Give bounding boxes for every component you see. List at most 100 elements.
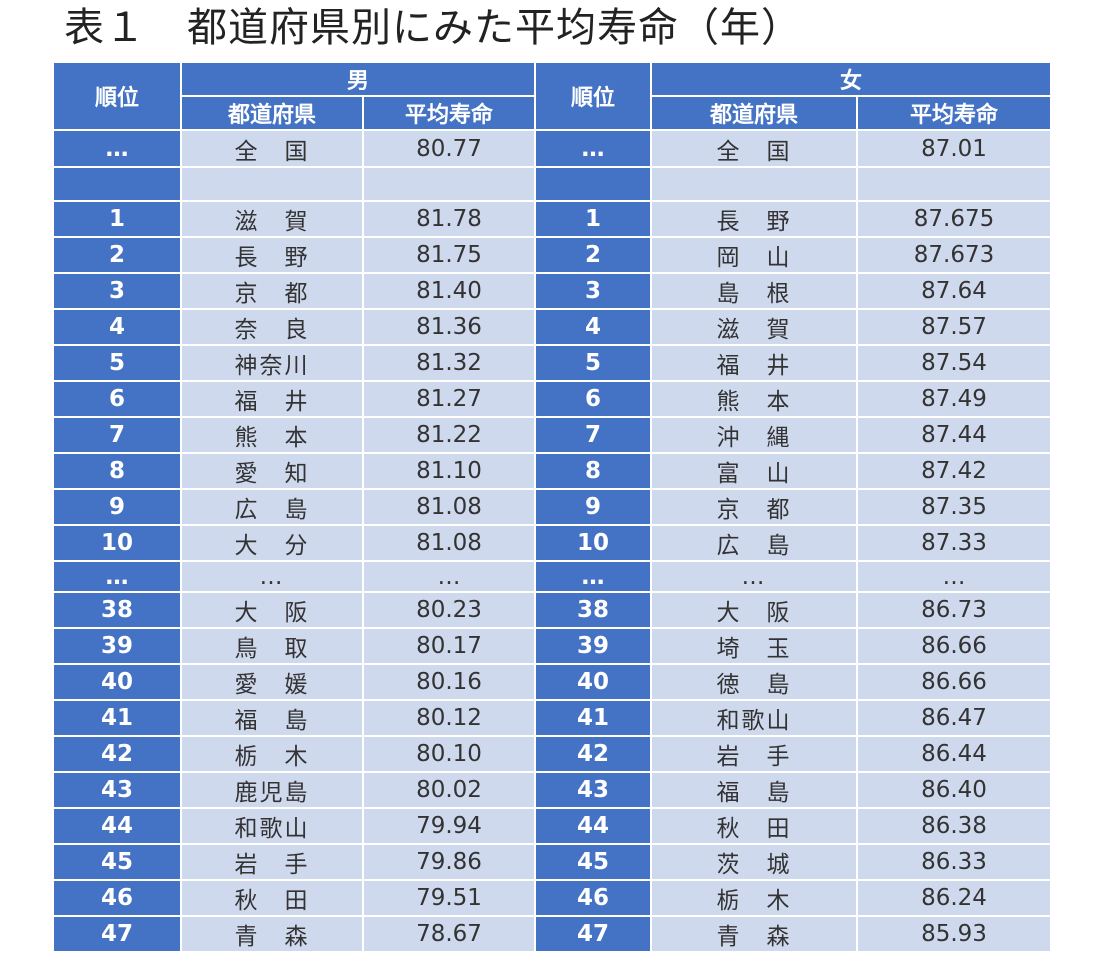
female-prefecture-cell: 富 山 [650,452,859,490]
female-life-expectancy-cell: 87.675 [856,200,1053,238]
female-life-expectancy-cell: … [856,560,1053,593]
male-prefecture-cell: 全 国 [180,129,364,168]
male-prefecture-cell: 青 森 [180,915,364,953]
female-life-expectancy-cell: 86.73 [856,591,1053,629]
table-row: 5 神奈川 81.32 5 福 井 87.54 [52,344,1053,382]
male-rank-cell: 1 [52,200,182,238]
male-prefecture-cell [180,166,364,202]
male-rank-cell: … [52,560,182,593]
male-rank-cell: 5 [52,344,182,382]
female-life-expectancy-cell: 87.54 [856,344,1053,382]
male-rank-cell: 4 [52,308,182,346]
female-life-expectancy-cell: 87.44 [856,416,1053,454]
female-rank-cell: 38 [534,591,653,629]
female-rank-header: 順位 [534,61,653,131]
female-prefecture-cell: 青 森 [650,915,859,953]
female-rank-cell: 44 [534,807,653,845]
male-prefecture-cell: 愛 知 [180,452,364,490]
female-life-expectancy-cell: 87.33 [856,524,1053,562]
male-life-expectancy-cell: 80.02 [361,771,537,809]
male-prefecture-cell: 広 島 [180,488,364,526]
female-rank-cell: 40 [534,663,653,701]
male-life-expectancy-cell: 81.75 [361,236,537,274]
male-life-expectancy-cell: 79.94 [361,807,537,845]
female-rank-cell: 41 [534,699,653,737]
table-row: … 全 国 80.77… 全 国 87.01 [52,129,1053,168]
male-life-expectancy-header: 平均寿命 [361,95,537,131]
male-prefecture-cell: … [180,560,364,593]
table-row [52,166,1053,202]
male-life-expectancy-cell: 80.77 [361,129,537,168]
life-expectancy-table: 順位 男 順位 女 都道府県 平均寿命 都道府県 平均寿命 … 全 国 80.77…… [52,61,1053,953]
table-row: 47 青 森 78.67 47 青 森 85.93 [52,915,1053,953]
female-rank-cell: 4 [534,308,653,346]
female-rank-cell: 43 [534,771,653,809]
female-life-expectancy-cell: 86.38 [856,807,1053,845]
female-life-expectancy-cell: 85.93 [856,915,1053,953]
female-life-expectancy-cell: 87.64 [856,272,1053,310]
female-life-expectancy-cell: 86.66 [856,663,1053,701]
female-prefecture-cell: 福 井 [650,344,859,382]
female-life-expectancy-cell: 87.42 [856,452,1053,490]
male-prefecture-cell: 大 分 [180,524,364,562]
male-prefecture-cell: 鹿児島 [180,771,364,809]
table-row: 45 岩 手 79.86 45 茨 城 86.33 [52,843,1053,881]
male-life-expectancy-cell: 80.23 [361,591,537,629]
female-rank-cell: … [534,560,653,593]
female-life-expectancy-cell: 87.01 [856,129,1053,168]
male-prefecture-cell: 京 都 [180,272,364,310]
male-life-expectancy-cell: 81.22 [361,416,537,454]
female-prefecture-cell: 全 国 [650,129,859,168]
female-prefecture-cell: 京 都 [650,488,859,526]
male-rank-cell: 2 [52,236,182,274]
male-rank-cell: 44 [52,807,182,845]
female-rank-cell: 42 [534,735,653,773]
female-rank-cell: 10 [534,524,653,562]
male-prefecture-cell: 福 井 [180,380,364,418]
female-rank-cell: 7 [534,416,653,454]
female-rank-cell: 1 [534,200,653,238]
female-prefecture-cell: 和歌山 [650,699,859,737]
female-prefecture-cell [650,166,859,202]
female-rank-cell: 8 [534,452,653,490]
table-row: 38 大 阪 80.23 38 大 阪 86.73 [52,591,1053,629]
female-rank-cell: 9 [534,488,653,526]
female-life-expectancy-cell [856,166,1053,202]
male-rank-cell: 39 [52,627,182,665]
male-prefecture-cell: 奈 良 [180,308,364,346]
male-prefecture-header: 都道府県 [180,95,364,131]
female-prefecture-cell: 長 野 [650,200,859,238]
male-rank-cell: 6 [52,380,182,418]
female-prefecture-cell: 島 根 [650,272,859,310]
male-rank-cell: 38 [52,591,182,629]
female-prefecture-cell: 岡 山 [650,236,859,274]
male-life-expectancy-cell: 81.27 [361,380,537,418]
female-rank-cell: 46 [534,879,653,917]
male-rank-cell: 10 [52,524,182,562]
male-rank-cell [52,166,182,202]
female-prefecture-cell: 福 島 [650,771,859,809]
female-header: 女 [650,61,1053,97]
male-life-expectancy-cell: … [361,560,537,593]
female-rank-cell [534,166,653,202]
male-life-expectancy-cell: 80.17 [361,627,537,665]
male-life-expectancy-cell: 81.78 [361,200,537,238]
header-row-columns: 都道府県 平均寿命 都道府県 平均寿命 [53,95,1053,131]
male-life-expectancy-cell: 79.86 [361,843,537,881]
male-life-expectancy-cell: 78.67 [361,915,537,953]
female-prefecture-cell: 徳 島 [650,663,859,701]
table-row: 41 福 島 80.12 41 和歌山 86.47 [52,699,1053,737]
male-life-expectancy-cell: 81.40 [361,272,537,310]
table-row: 40 愛 媛 80.16 40 徳 島 86.66 [52,663,1053,701]
male-life-expectancy-cell: 80.12 [361,699,537,737]
male-life-expectancy-cell: 80.10 [361,735,537,773]
table-row: ……………… [52,560,1053,593]
male-prefecture-cell: 熊 本 [180,416,364,454]
male-header: 男 [179,61,537,97]
female-prefecture-cell: 岩 手 [650,735,859,773]
female-life-expectancy-cell: 87.673 [856,236,1053,274]
